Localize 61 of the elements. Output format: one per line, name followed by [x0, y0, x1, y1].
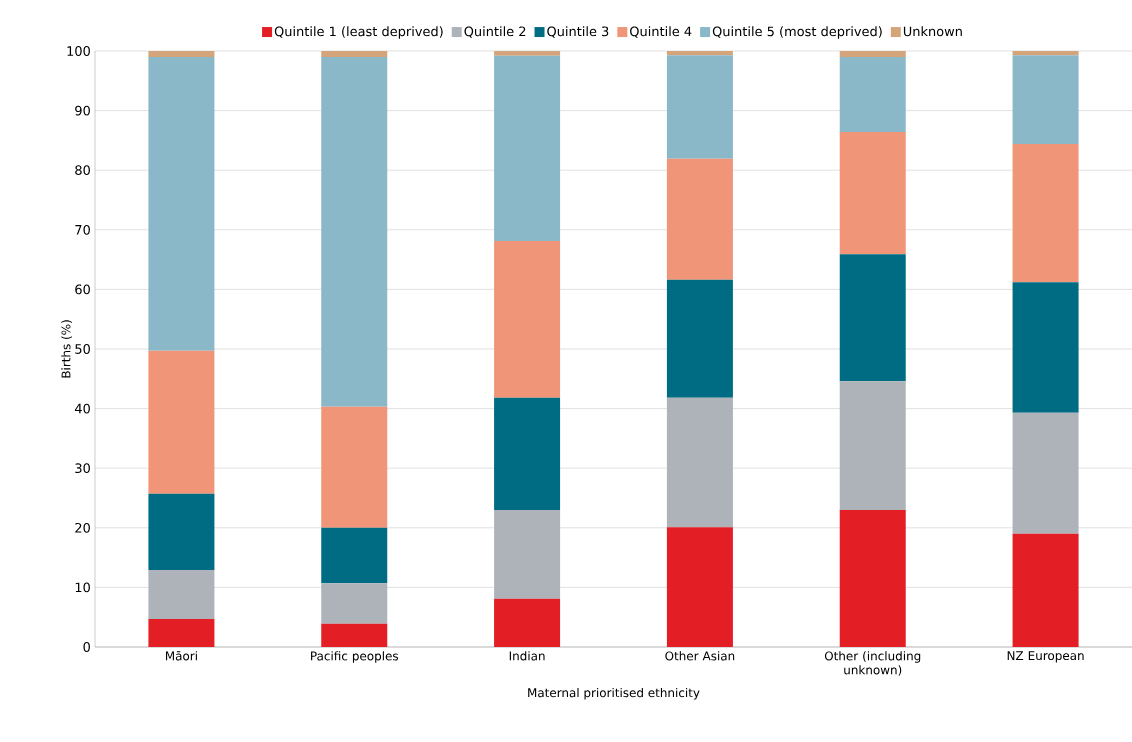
- bar: [666, 50, 733, 56]
- bar: [494, 241, 561, 398]
- bar: [494, 55, 561, 242]
- y-tick-label: 90: [75, 105, 90, 116]
- bar: [839, 56, 906, 133]
- bar: [1012, 533, 1079, 647]
- x-tick-label: Indian: [509, 651, 545, 661]
- legend-label: Quintile 1 (least deprived): [274, 26, 443, 39]
- bar: [321, 50, 388, 57]
- y-tick-label: 50: [75, 344, 90, 354]
- bar: [494, 50, 561, 56]
- y-tick-label: 70: [75, 224, 90, 235]
- bar: [321, 406, 388, 528]
- bar: [839, 254, 906, 382]
- x-tick-label: Other (including unknown): [824, 651, 921, 676]
- y-tick-label: 80: [75, 165, 90, 176]
- bar: [666, 527, 733, 647]
- legend-label: Quintile 3: [547, 26, 609, 38]
- bar: [839, 50, 906, 57]
- y-tick-label: 10: [75, 582, 90, 593]
- y-tick-label: 30: [75, 463, 90, 474]
- bar: [666, 158, 733, 280]
- y-tick-label: 20: [75, 522, 90, 533]
- x-tick-label: NZ European: [1007, 651, 1084, 663]
- bar: [321, 527, 388, 584]
- legend-label: Quintile 4: [630, 26, 692, 38]
- bar: [148, 570, 215, 619]
- y-tick-label: 100: [67, 46, 90, 56]
- bar: [148, 618, 215, 647]
- bar: [321, 623, 388, 647]
- bar: [1012, 412, 1079, 534]
- bar: [839, 132, 906, 255]
- bar: [666, 397, 733, 528]
- bar: [148, 50, 215, 57]
- y-tick-label: 0: [83, 642, 90, 652]
- x-axis-title: Maternal prioritised ethnicity: [528, 687, 700, 700]
- legend-label: Unknown: [903, 26, 962, 37]
- x-tick-label: Other Asian: [665, 651, 735, 661]
- bar: [494, 509, 561, 599]
- bar: [1012, 143, 1079, 283]
- y-tick-label: 60: [75, 284, 90, 295]
- bar: [666, 279, 733, 398]
- bar: [1012, 55, 1079, 144]
- bar: [839, 381, 906, 510]
- x-tick-label: Māori: [165, 651, 197, 661]
- bar: [148, 56, 215, 351]
- bar: [839, 509, 906, 647]
- bar: [148, 493, 215, 571]
- legend-label: Quintile 5 (most deprived): [712, 26, 882, 39]
- bar: [1012, 50, 1079, 56]
- bar: [666, 55, 733, 159]
- bar: [494, 598, 561, 647]
- bar: [321, 583, 388, 624]
- x-tick-label: Pacific peoples: [311, 651, 399, 663]
- bar: [494, 397, 561, 510]
- bar: [321, 56, 388, 407]
- y-axis-title: Births (%): [61, 320, 72, 378]
- bar: [1012, 282, 1079, 413]
- legend-label: Quintile 2: [464, 26, 526, 38]
- y-tick-label: 40: [74, 403, 90, 414]
- bar: [148, 350, 215, 494]
